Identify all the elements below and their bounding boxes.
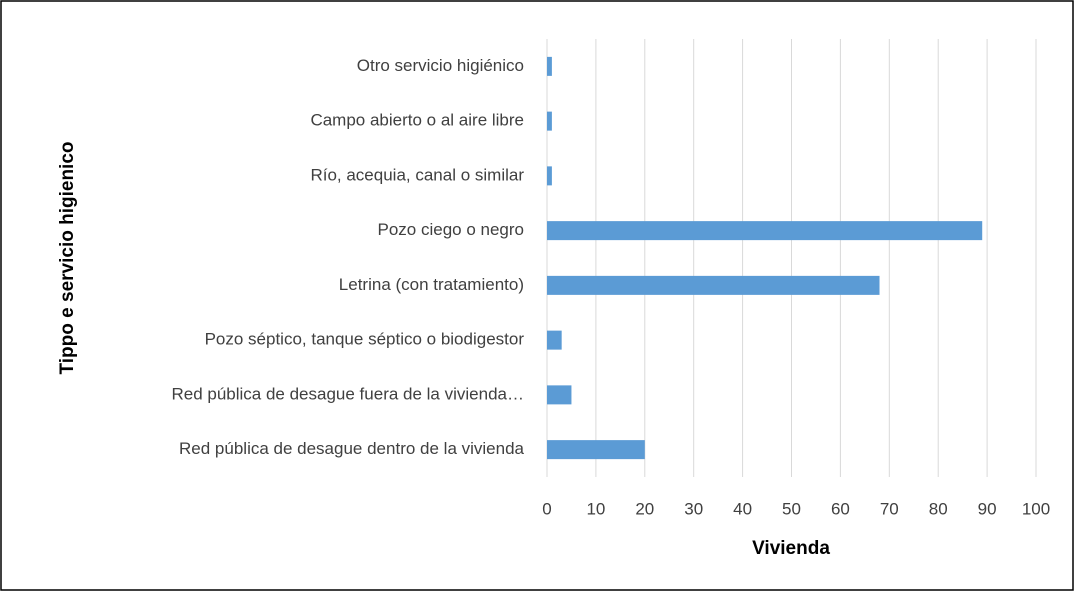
y-tick-label: Red pública de desague dentro de la vivi… bbox=[179, 439, 525, 458]
bar bbox=[547, 221, 983, 241]
bar bbox=[547, 330, 562, 350]
bar bbox=[547, 111, 552, 131]
x-tick-label: 50 bbox=[782, 499, 801, 518]
y-tick-label: Letrina (con tratamiento) bbox=[339, 275, 524, 294]
x-tick-label: 80 bbox=[929, 499, 948, 518]
bar bbox=[547, 440, 645, 460]
x-tick-label: 70 bbox=[880, 499, 899, 518]
x-tick-label: 40 bbox=[733, 499, 752, 518]
bar bbox=[547, 275, 880, 295]
y-tick-label: Otro servicio higiénico bbox=[357, 56, 524, 75]
x-tick-label: 60 bbox=[831, 499, 850, 518]
bar bbox=[547, 166, 552, 186]
bar bbox=[547, 385, 572, 405]
x-tick-label: 30 bbox=[684, 499, 703, 518]
x-tick-label: 20 bbox=[635, 499, 654, 518]
y-tick-label: Campo abierto o al aire libre bbox=[310, 111, 524, 130]
y-axis-title: Tippo e servicio higienico bbox=[57, 142, 78, 375]
x-tick-label: 100 bbox=[1022, 499, 1050, 518]
y-tick-label: Pozo séptico, tanque séptico o biodigest… bbox=[205, 330, 525, 349]
y-tick-label: Red pública de desague fuera de la vivie… bbox=[171, 384, 524, 403]
y-tick-label: Pozo ciego o negro bbox=[378, 220, 525, 239]
bar bbox=[547, 56, 552, 76]
x-axis-title: Vivienda bbox=[752, 538, 830, 559]
x-tick-label: 90 bbox=[978, 499, 997, 518]
y-tick-label: Río, acequia, canal o similar bbox=[310, 165, 524, 184]
x-tick-label: 10 bbox=[586, 499, 605, 518]
x-tick-label: 0 bbox=[542, 499, 551, 518]
